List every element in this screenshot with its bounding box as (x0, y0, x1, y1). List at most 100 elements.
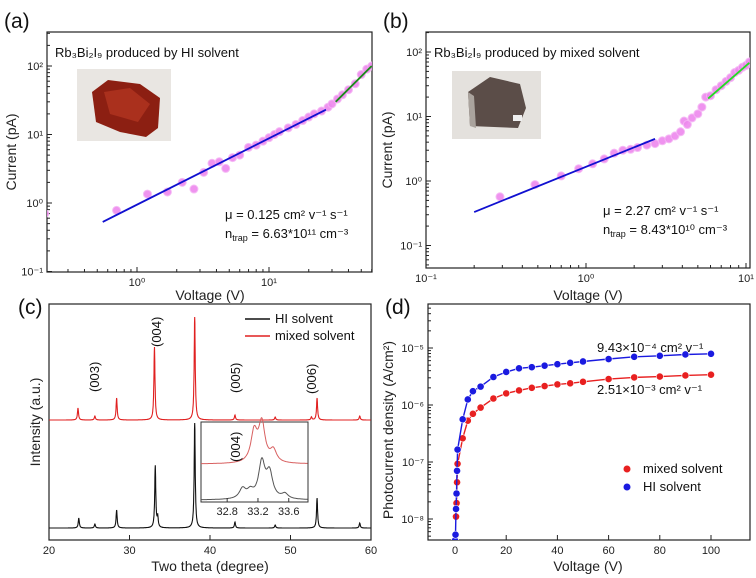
data-point (707, 349, 715, 358)
data-point (604, 355, 613, 363)
data-layer (473, 57, 750, 213)
mobility-annotation: μ = 0.125 cm² v⁻¹ s⁻¹ (225, 207, 348, 222)
data-point (502, 368, 511, 376)
x-tick-label: 0 (452, 545, 458, 557)
chart-title: Rb₃Bi₂I₉ produced by HI solvent (55, 45, 239, 60)
data-point (579, 357, 587, 366)
legend-marker-hi (623, 483, 631, 491)
n-subscript: trap (232, 233, 248, 243)
legend-label-hi: HI solvent (275, 311, 333, 326)
data-point (566, 379, 575, 388)
data-point (469, 387, 477, 396)
inset-x-tick-label: 33.2 (247, 506, 268, 518)
inset-trace-hi-solvent (201, 457, 308, 501)
mixed-mobility-annotation: 2.51×10⁻³ cm² v⁻¹ (597, 382, 703, 397)
x-tick-label: 30 (123, 545, 135, 557)
legend-label-mixed: mixed solvent (643, 461, 723, 476)
peak-label-004: (004) (149, 317, 164, 347)
plot-area: 10⁰ 10¹ 10⁻¹ 10⁰ 10¹ 10² (21, 32, 373, 289)
data-layer (47, 61, 372, 223)
mobility-annotation: μ = 2.27 cm² v⁻¹ s⁻¹ (603, 203, 719, 218)
data-point (655, 372, 664, 381)
data-point (553, 360, 562, 369)
data-point (553, 380, 562, 389)
y-tick-label: 10⁻⁶ (401, 400, 424, 412)
data-point (682, 120, 692, 130)
x-axis-title: Voltage (V) (553, 558, 622, 574)
x-tick-label: 10⁻¹ (415, 273, 437, 285)
fit-line (707, 62, 750, 100)
y-axis-title: Current (pA) (3, 113, 19, 190)
y-tick-label: 10² (406, 47, 422, 59)
fit-line (335, 65, 372, 103)
data-point (452, 489, 461, 498)
x-axis-title: Voltage (V) (175, 287, 244, 303)
data-point (476, 403, 485, 412)
y-tick-label: 10⁻⁸ (401, 514, 424, 526)
data-layer (451, 349, 715, 540)
data-point (604, 375, 613, 383)
photo-hi-crystal (77, 69, 171, 141)
data-point (327, 99, 337, 109)
inset-x-tick-label: 32.8 (216, 506, 237, 518)
data-point (451, 530, 460, 539)
y-axis-title: Intensity (a.u.) (27, 378, 43, 467)
panel-label: (d) (385, 296, 411, 319)
x-tick-label: 40 (551, 545, 563, 557)
panel-label: (c) (18, 296, 43, 319)
chart-title: Rb₃Bi₂I₉ produced by mixed solvent (434, 45, 640, 60)
legend-marker-mixed (623, 465, 631, 473)
data-point (527, 363, 536, 372)
y-tick-label: 10¹ (406, 112, 422, 124)
data-point (47, 209, 50, 218)
inset-peak-label: (004) (228, 432, 243, 462)
photo-mixed-crystal (452, 71, 541, 139)
legend: mixed solvent HI solvent (623, 461, 723, 494)
n-value: = 8.43*10¹⁰ cm⁻³ (626, 222, 728, 237)
data-point (676, 127, 686, 137)
data-point (469, 409, 477, 418)
peak-label-005: (005) (228, 363, 243, 393)
x-axis-title: Voltage (V) (553, 287, 622, 303)
panel-label: (b) (383, 10, 409, 33)
data-point (142, 189, 152, 199)
data-point (476, 382, 485, 391)
panel-label: (a) (4, 10, 30, 33)
data-point (579, 377, 587, 386)
plot-frame (46, 31, 373, 273)
inset-x-tick-label: 33.6 (278, 506, 299, 518)
x-tick-label: 80 (654, 545, 666, 557)
data-point (458, 415, 467, 424)
inset-frame (200, 421, 309, 503)
plot-area: 0 20 40 60 80 100 10⁻⁸ 10⁻⁷ 10⁻⁶ 10⁻⁵ (401, 307, 720, 557)
data-point (350, 79, 360, 89)
peak-label-003: (003) (87, 362, 102, 392)
n-symbol: n (225, 226, 232, 241)
y-tick-label: 10¹ (27, 130, 43, 142)
x-tick-label: 10¹ (738, 273, 754, 285)
x-tick-label: 60 (602, 545, 614, 557)
data-point (655, 351, 664, 360)
n-symbol: n (603, 222, 610, 237)
data-point (463, 395, 472, 404)
xrd-trace-mixed-solvent (49, 316, 371, 421)
data-point (707, 370, 715, 379)
data-point (681, 371, 690, 380)
y-tick-label: 10⁰ (26, 198, 43, 210)
peak-label-006: (006) (304, 364, 319, 394)
data-point (540, 382, 549, 390)
data-point (221, 163, 231, 173)
x-tick-label: 60 (365, 545, 377, 557)
trap-density-annotation: ntrap = 8.43*10¹⁰ cm⁻³ (603, 222, 728, 239)
plot-area: 20 30 40 50 60 (43, 316, 377, 557)
hi-mobility-annotation: 9.43×10⁻⁴ cm² v⁻¹ (597, 340, 704, 355)
data-point (452, 505, 460, 513)
x-axis-title: Two theta (degree) (151, 558, 269, 574)
y-tick-label: 10⁻¹ (400, 241, 422, 253)
x-tick-label: 20 (43, 545, 55, 557)
x-tick-label: 40 (204, 545, 216, 557)
n-subscript: trap (610, 229, 626, 239)
panel-a: (a) Rb₃Bi₂I₉ produced by HI solvent 10⁰ 1… (3, 10, 373, 303)
data-point (681, 350, 690, 359)
